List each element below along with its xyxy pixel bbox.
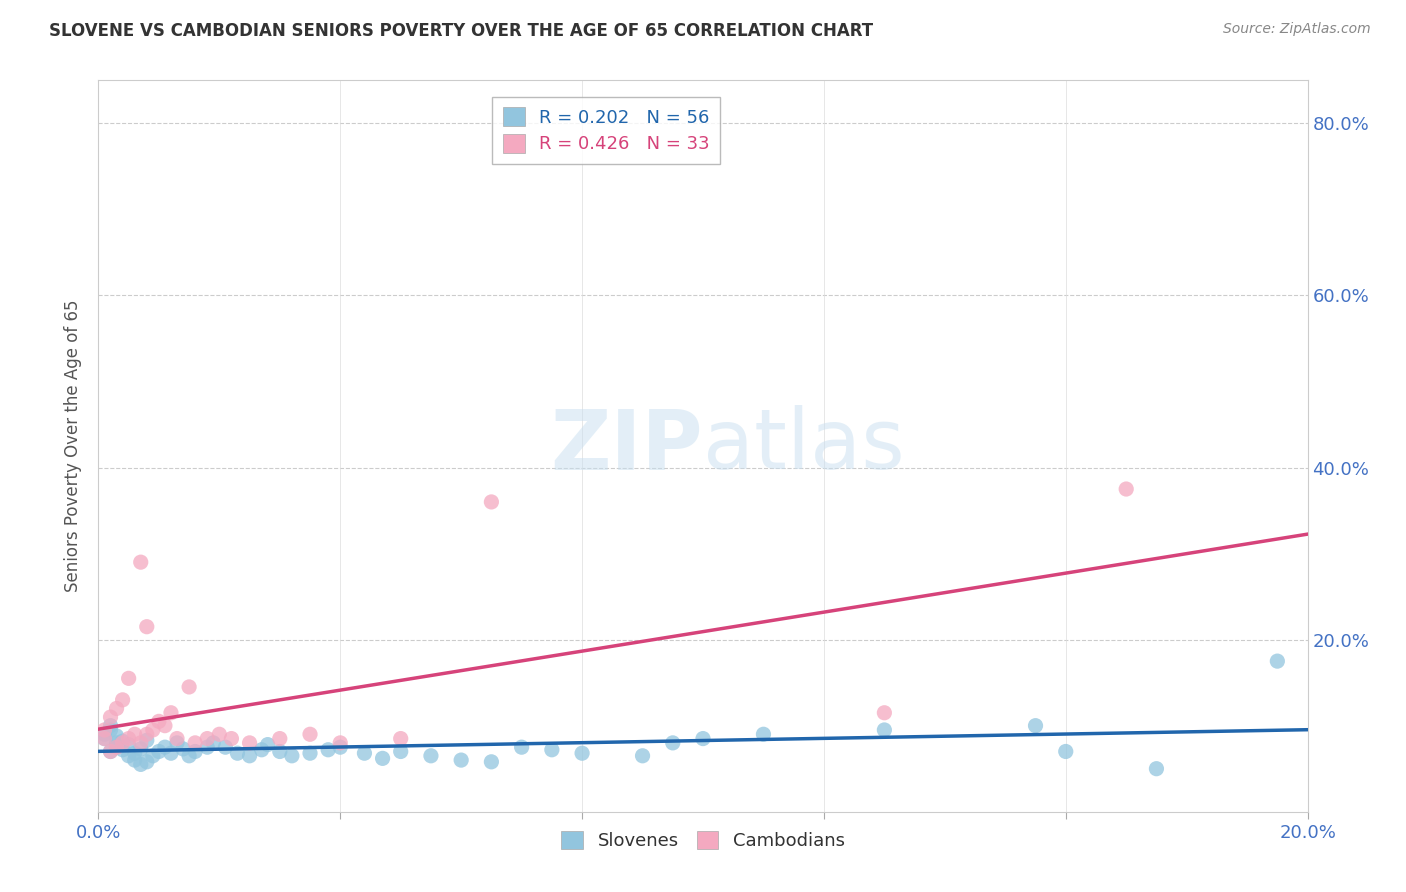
Point: [389, 731, 412, 746]
Point: [93, 723, 115, 737]
Point: [371, 751, 394, 765]
Point: [226, 746, 249, 760]
Point: [129, 742, 152, 756]
Point: [160, 746, 183, 760]
Point: [256, 738, 278, 752]
Point: [1024, 719, 1046, 733]
Point: [1054, 744, 1077, 758]
Point: [148, 714, 170, 729]
Y-axis label: Seniors Poverty Over the Age of 65: Seniors Poverty Over the Age of 65: [65, 300, 83, 592]
Point: [93, 731, 115, 746]
Point: [239, 736, 262, 750]
Point: [100, 744, 122, 758]
Point: [329, 736, 352, 750]
Point: [873, 706, 896, 720]
Point: [124, 746, 146, 760]
Point: [1144, 762, 1167, 776]
Point: [269, 731, 291, 746]
Point: [100, 710, 122, 724]
Point: [389, 744, 412, 758]
Point: [873, 723, 896, 737]
Point: [540, 743, 562, 757]
Point: [179, 748, 201, 763]
Point: [135, 620, 157, 634]
Point: [100, 744, 122, 758]
Point: [172, 742, 194, 756]
Point: [142, 748, 165, 763]
Point: [184, 736, 207, 750]
Point: [250, 743, 273, 757]
Point: [316, 743, 339, 757]
Point: [129, 555, 152, 569]
Point: [353, 746, 375, 760]
Text: SLOVENE VS CAMBODIAN SENIORS POVERTY OVER THE AGE OF 65 CORRELATION CHART: SLOVENE VS CAMBODIAN SENIORS POVERTY OVE…: [49, 22, 873, 40]
Point: [124, 753, 146, 767]
Point: [281, 748, 304, 763]
Point: [420, 748, 443, 763]
Point: [105, 729, 128, 743]
Point: [208, 727, 231, 741]
Point: [135, 727, 157, 741]
Point: [105, 740, 128, 755]
Point: [571, 746, 593, 760]
Point: [239, 748, 262, 763]
Point: [100, 723, 122, 737]
Point: [202, 736, 225, 750]
Point: [148, 744, 170, 758]
Point: [135, 733, 157, 747]
Point: [195, 731, 218, 746]
Point: [510, 740, 533, 755]
Point: [631, 748, 654, 763]
Point: [160, 706, 183, 720]
Point: [481, 755, 503, 769]
Point: [105, 740, 128, 755]
Point: [195, 740, 218, 755]
Point: [111, 743, 134, 757]
Point: [118, 748, 141, 763]
Point: [299, 727, 322, 741]
Point: [214, 740, 236, 755]
Point: [166, 731, 188, 746]
Point: [299, 746, 322, 760]
Point: [752, 727, 775, 741]
Point: [481, 495, 503, 509]
Text: Source: ZipAtlas.com: Source: ZipAtlas.com: [1223, 22, 1371, 37]
Point: [105, 701, 128, 715]
Point: [1115, 482, 1137, 496]
Point: [129, 757, 152, 772]
Point: [153, 719, 176, 733]
Point: [118, 731, 141, 746]
Point: [269, 744, 291, 758]
Point: [692, 731, 714, 746]
Point: [93, 731, 115, 746]
Point: [129, 736, 152, 750]
Point: [1267, 654, 1289, 668]
Point: [93, 727, 115, 741]
Point: [118, 671, 141, 685]
Point: [135, 755, 157, 769]
Point: [111, 736, 134, 750]
Point: [184, 744, 207, 758]
Legend: Slovenes, Cambodians: Slovenes, Cambodians: [554, 823, 852, 857]
Point: [153, 740, 176, 755]
Point: [329, 740, 352, 755]
Point: [142, 723, 165, 737]
Point: [166, 736, 188, 750]
Point: [118, 738, 141, 752]
Point: [661, 736, 683, 750]
Text: ZIP: ZIP: [551, 406, 703, 486]
Point: [100, 719, 122, 733]
Point: [124, 727, 146, 741]
Point: [105, 736, 128, 750]
Point: [450, 753, 472, 767]
Point: [111, 693, 134, 707]
Point: [221, 731, 243, 746]
Point: [111, 734, 134, 748]
Point: [179, 680, 201, 694]
Text: atlas: atlas: [703, 406, 904, 486]
